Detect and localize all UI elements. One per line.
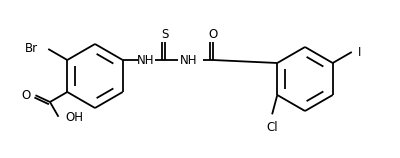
Text: OH: OH: [66, 111, 84, 124]
Text: O: O: [208, 28, 217, 42]
Text: S: S: [161, 28, 168, 42]
Text: I: I: [358, 46, 361, 58]
Text: NH: NH: [137, 54, 154, 67]
Text: O: O: [21, 89, 30, 102]
Text: Br: Br: [25, 42, 38, 55]
Text: NH: NH: [180, 54, 198, 67]
Text: Cl: Cl: [266, 121, 278, 134]
